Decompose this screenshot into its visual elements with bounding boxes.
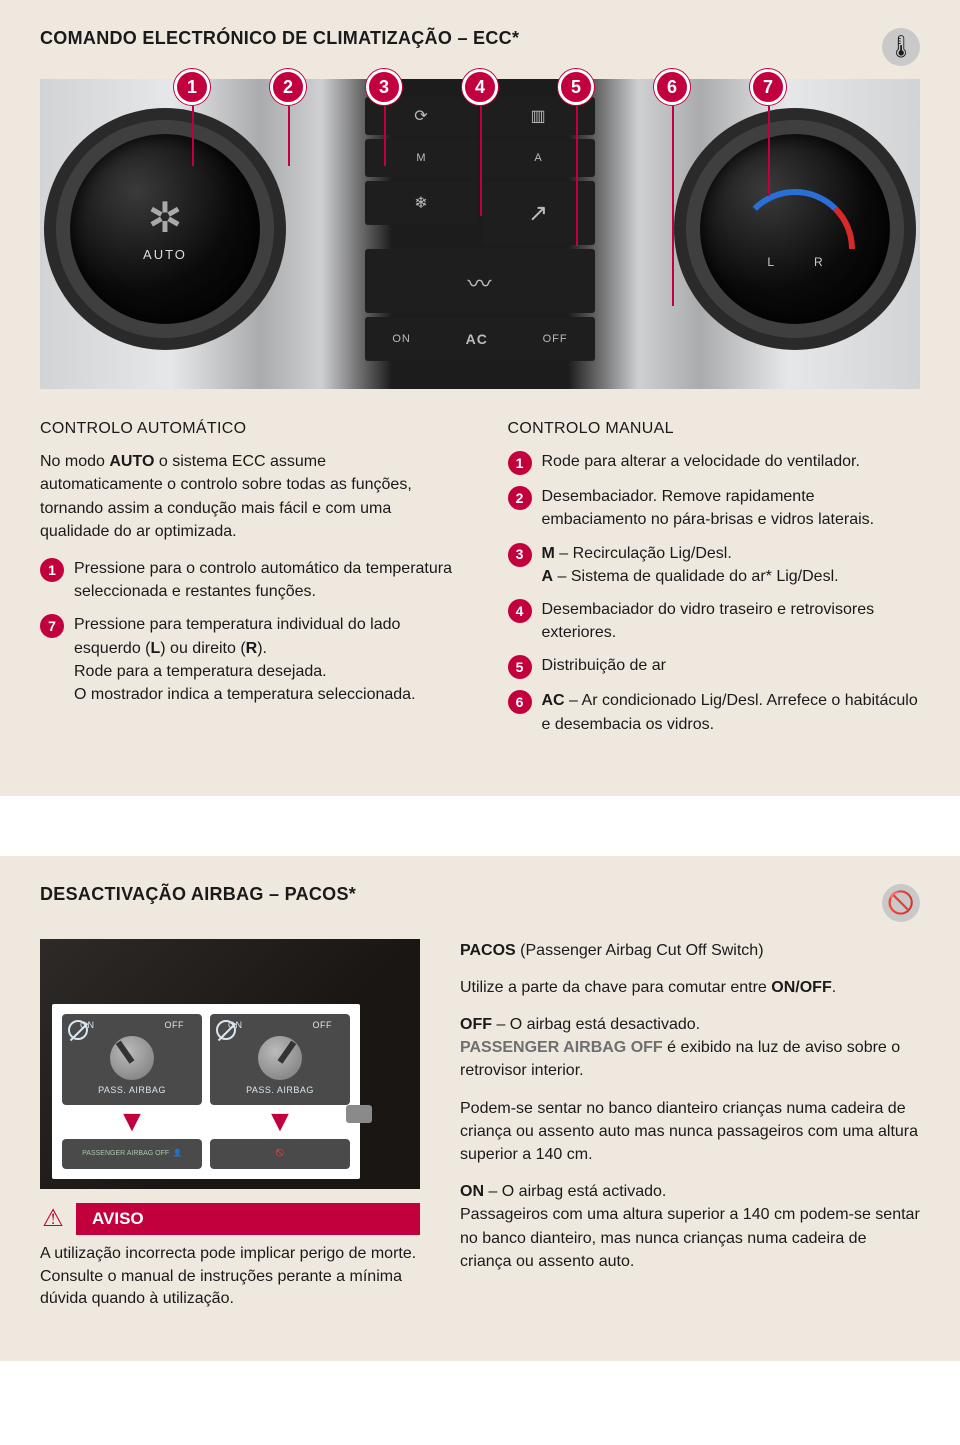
temp-arc-icon — [735, 189, 855, 249]
auto-item-7: 7 Pressione para temperatura individual … — [40, 613, 453, 706]
auto-item-7-text: Pressione para temperatura individual do… — [74, 613, 453, 706]
manual-item-3-text: M – Recirculação Lig/Desl. A – Sistema d… — [542, 542, 921, 588]
manual-heading: CONTROLO MANUAL — [508, 417, 921, 440]
pacos-p1: PACOS (Passenger Airbag Cut Off Switch) — [460, 939, 920, 962]
key-switch-icon — [110, 1036, 154, 1080]
auto-heading: CONTROLO AUTOMÁTICO — [40, 417, 453, 440]
defrost-front-button: ❄ — [365, 181, 478, 225]
ecc-title: COMANDO ELECTRÓNICO DE CLIMATIZAÇÃO – EC… — [40, 28, 920, 49]
prohibit-icon — [68, 1020, 88, 1040]
badge-1: 1 — [40, 558, 64, 582]
badge-m5: 5 — [508, 655, 532, 679]
manual-item-5: 5 Distribuição de ar — [508, 654, 921, 679]
temp-l-label: L — [767, 255, 774, 269]
ac-row: ON AC OFF — [365, 317, 595, 361]
warning-bar: ⚠ AVISO — [40, 1203, 420, 1236]
pacos-right-column: PACOS (Passenger Airbag Cut Off Switch) … — [460, 939, 920, 1311]
callout-6: 6 — [654, 69, 690, 105]
fan-dial: ✲ AUTO — [70, 134, 260, 324]
aviso-label: AVISO — [76, 1203, 420, 1236]
sticker-pair: ONOFF PASS. AIRBAG ▼ PASSENGER AIRBAG OF… — [52, 1004, 360, 1179]
auto-label: AUTO — [143, 247, 187, 262]
callout-3: 3 — [366, 69, 402, 105]
airbag-off-icon: 🚫 — [882, 884, 920, 922]
warning-triangle-icon: ⚠ — [40, 1206, 66, 1232]
manual-item-4: 4 Desembaciador do vidro traseiro e retr… — [508, 598, 921, 644]
callout-5: 5 — [558, 69, 594, 105]
pacos-panel: DESACTIVAÇÃO AIRBAG – PACOS* 🚫 ONOFF PAS… — [0, 856, 960, 1361]
pacos-p6: ON – O airbag está activado. — [460, 1180, 920, 1203]
airflow-top-button: ↗ — [482, 181, 595, 245]
temp-dial: L R — [700, 134, 890, 324]
dash-switch-icon — [346, 1105, 372, 1123]
airflow-body-button: 〰 — [365, 249, 595, 313]
badge-m1: 1 — [508, 451, 532, 475]
pacos-p3: OFF – O airbag está desactivado. — [460, 1013, 920, 1036]
pacos-p4: PASSENGER AIRBAG OFF é exibido na luz de… — [460, 1036, 920, 1082]
ecc-hero: 1 2 3 4 5 6 7 ✲ AUTO ⟳ ▥ M A — [40, 79, 920, 389]
auto-item-1-text: Pressione para o controlo automático da … — [74, 557, 453, 603]
callout-4: 4 — [462, 69, 498, 105]
manual-column: CONTROLO MANUAL 1 Rode para alterar a ve… — [508, 417, 921, 746]
fan-icon: ✲ — [147, 197, 182, 239]
pass-airbag-label: PASS. AIRBAG — [66, 1084, 198, 1097]
pass-airbag-label: PASS. AIRBAG — [214, 1084, 346, 1097]
callout-row: 1 2 3 4 5 6 7 — [40, 69, 920, 105]
indicator-off: PASSENGER AIRBAG OFF👤 — [62, 1139, 202, 1169]
manual-item-6: 6 AC – Ar condicionado Lig/Desl. Arrefec… — [508, 689, 921, 735]
auto-intro: No modo AUTO o sistema ECC assume automa… — [40, 450, 453, 543]
auto-column: CONTROLO AUTOMÁTICO No modo AUTO o siste… — [40, 417, 453, 746]
ac-off-label: OFF — [543, 333, 568, 345]
thermometer-icon: 🌡 — [882, 28, 920, 66]
key-switch-icon — [258, 1036, 302, 1080]
callout-7: 7 — [750, 69, 786, 105]
sticker-on: ONOFF PASS. AIRBAG ▼ PASSENGER AIRBAG OF… — [62, 1014, 202, 1169]
indicator-on: 🚫 — [210, 1139, 350, 1169]
ecc-panel: COMANDO ELECTRÓNICO DE CLIMATIZAÇÃO – EC… — [0, 0, 960, 796]
down-arrow-icon: ▼ — [265, 1110, 295, 1134]
ecc-columns: CONTROLO AUTOMÁTICO No modo AUTO o siste… — [40, 417, 920, 746]
prohibit-icon — [216, 1020, 236, 1040]
sticker-off: ONOFF PASS. AIRBAG ▼ 🚫 — [210, 1014, 350, 1169]
badge-m6: 6 — [508, 690, 532, 714]
pacos-body: ONOFF PASS. AIRBAG ▼ PASSENGER AIRBAG OF… — [40, 939, 920, 1311]
badge-7: 7 — [40, 614, 64, 638]
callout-1: 1 — [174, 69, 210, 105]
badge-m3: 3 — [508, 543, 532, 567]
pacos-figure: ONOFF PASS. AIRBAG ▼ PASSENGER AIRBAG OF… — [40, 939, 420, 1189]
manual-item-4-text: Desembaciador do vidro traseiro e retrov… — [542, 598, 921, 644]
aviso-text: A utilização incorrecta pode implicar pe… — [40, 1243, 420, 1310]
pacos-p5: Podem-se sentar no banco dianteiro crian… — [460, 1097, 920, 1167]
auto-item-1: 1 Pressione para o controlo automático d… — [40, 557, 453, 603]
badge-m2: 2 — [508, 486, 532, 510]
pacos-p7: Passageiros com uma altura superior a 14… — [460, 1203, 920, 1273]
pacos-p2: Utilize a parte da chave para comutar en… — [460, 976, 920, 999]
temp-r-label: R — [814, 255, 823, 269]
down-arrow-icon: ▼ — [117, 1110, 147, 1134]
manual-item-2-text: Desembaciador. Remove rapidamente embaci… — [542, 485, 921, 531]
pacos-title: DESACTIVAÇÃO AIRBAG – PACOS* — [40, 884, 920, 905]
manual-item-2: 2 Desembaciador. Remove rapidamente emba… — [508, 485, 921, 531]
manual-item-1-text: Rode para alterar a velocidade do ventil… — [542, 450, 921, 473]
ac-label: AC — [466, 331, 488, 347]
section-spacer — [0, 796, 960, 856]
ac-on-label: ON — [392, 333, 411, 345]
badge-m4: 4 — [508, 599, 532, 623]
manual-item-5-text: Distribuição de ar — [542, 654, 921, 677]
pacos-left-column: ONOFF PASS. AIRBAG ▼ PASSENGER AIRBAG OF… — [40, 939, 420, 1311]
manual-item-3: 3 M – Recirculação Lig/Desl. A – Sistema… — [508, 542, 921, 588]
m-button: M — [365, 139, 478, 177]
callout-2: 2 — [270, 69, 306, 105]
a-button: A — [482, 139, 595, 177]
manual-item-1: 1 Rode para alterar a velocidade do vent… — [508, 450, 921, 475]
manual-item-6-text: AC – Ar condicionado Lig/Desl. Arrefece … — [542, 689, 921, 735]
